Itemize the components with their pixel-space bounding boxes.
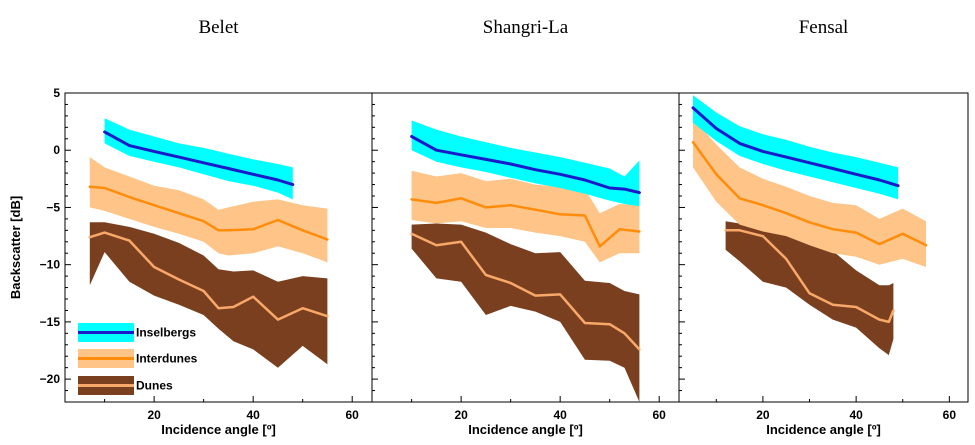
legend-label-inselbergs: Inselbergs [136,326,196,340]
interdunes-mean-line [410,197,641,248]
y-axis-label: Backscatter [dB] [8,196,23,299]
interdunes-band [89,157,328,263]
legend-label-dunes: Dunes [136,379,173,393]
inselbergs-mean-line [410,135,641,195]
x-tick-label: 40 [553,408,567,422]
interdunes-mean-line [88,185,329,241]
plot-frame [678,92,969,403]
x-axis-label: Incidence angle [º] [161,422,276,437]
panel-title: Belet [198,17,239,38]
legend: Inselbergs Interdunes Dunes [78,323,198,395]
y-tick-label: 5 [53,86,60,100]
interdunes-band [411,170,640,263]
panel-1: Belet 20 40 60 5 0 −5 −10 −15 −20 Incidence angle … [8,17,373,437]
interdunes-band [693,118,926,267]
x-axis-label: Incidence angle [º] [766,422,881,437]
legend-label-interdunes: Interdunes [136,352,198,366]
y-tick-label: −5 [46,200,60,214]
panel-title: Shangri-La [483,17,569,38]
x-tick-label: 60 [346,408,360,422]
dunes-mean-line [724,229,895,324]
panel-2: Shangri-La 20 40 60 Incidence angle [º] [371,17,680,437]
y-tick-label: −20 [40,372,61,386]
interdunes-mean-line [691,140,928,247]
inselbergs-band [104,118,293,200]
x-tick-label: 20 [147,408,161,422]
x-tick-label: 40 [849,408,863,422]
dunes-mean-line [410,232,641,351]
dunes-band [411,223,640,402]
x-tick-label: 20 [756,408,770,422]
x-tick-label: 40 [246,408,260,422]
panel-title: Fensal [799,17,849,38]
x-tick-label: 60 [943,408,957,422]
y-tick-label: −10 [40,258,61,272]
dunes-mean-line [88,231,329,321]
panel-3: Fensal 20 40 60 Incidence angle [º] [678,17,969,437]
y-tick-label: −15 [40,315,61,329]
y-tick-label: 0 [53,143,60,157]
dunes-band [725,221,894,356]
x-tick-label: 20 [454,408,468,422]
x-axis-label: Incidence angle [º] [468,422,583,437]
inselbergs-mean-line [103,130,295,187]
inselbergs-band [411,120,640,207]
inselbergs-mean-line [691,106,900,188]
x-tick-label: 60 [653,408,667,422]
